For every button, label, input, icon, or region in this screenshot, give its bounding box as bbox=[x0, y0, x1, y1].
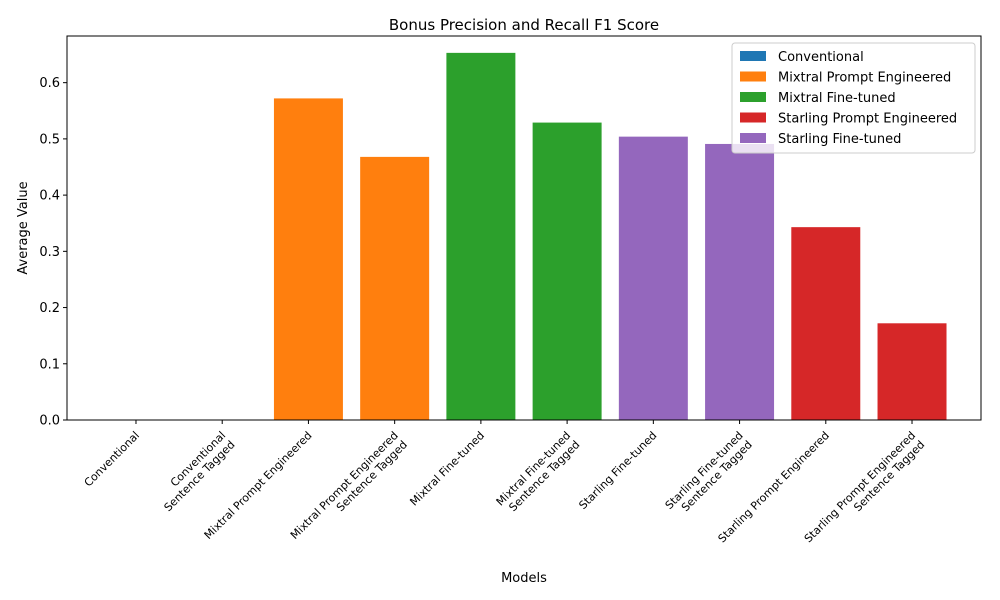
y-tick-label: 0.1 bbox=[39, 357, 60, 372]
legend-swatch bbox=[740, 112, 766, 123]
x-axis-label: Models bbox=[501, 571, 547, 586]
bar bbox=[273, 98, 343, 420]
x-tick-label: Mixtral Fine-tuned bbox=[407, 429, 487, 509]
y-tick-label: 0.0 bbox=[39, 414, 60, 429]
y-tick-label: 0.2 bbox=[39, 301, 60, 316]
legend-swatch bbox=[740, 133, 766, 143]
y-tick-label: 0.6 bbox=[39, 76, 60, 91]
x-tick-label: Starling Fine-tuned bbox=[576, 429, 659, 512]
bar bbox=[360, 156, 430, 420]
x-tick-label: Starling Fine-tunedSentence Tagged bbox=[663, 429, 755, 521]
x-tick-label: Mixtral Fine-tunedSentence Tagged bbox=[494, 429, 583, 518]
y-tick-label: 0.5 bbox=[39, 132, 60, 147]
bar bbox=[532, 122, 602, 420]
bar bbox=[791, 227, 861, 420]
legend-label: Mixtral Fine-tuned bbox=[778, 91, 896, 106]
x-tick-label: ConventionalSentence Tagged bbox=[152, 429, 237, 514]
y-axis-ticks: 0.0 0.1 0.2 0.3 0.4 0.5 0.6 bbox=[39, 76, 67, 429]
legend-label: Starling Prompt Engineered bbox=[778, 112, 957, 127]
x-tick-label: Mixtral Prompt EngineeredSentence Tagged bbox=[288, 429, 410, 551]
bar bbox=[877, 323, 947, 420]
legend-box bbox=[731, 42, 976, 154]
legend-label: Mixtral Prompt Engineered bbox=[778, 71, 951, 86]
legend: Conventional Mixtral Prompt Engineered Mix… bbox=[731, 42, 976, 154]
x-tick-label: Conventional bbox=[82, 429, 142, 489]
legend-swatch bbox=[740, 71, 766, 82]
bar bbox=[618, 136, 688, 420]
bar bbox=[705, 143, 775, 420]
bars-group bbox=[273, 52, 947, 421]
plot-frame bbox=[66, 35, 982, 421]
legend-label: Starling Fine-tuned bbox=[778, 132, 901, 147]
y-tick-label: 0.3 bbox=[39, 245, 60, 260]
y-axis-label: Average Value bbox=[16, 181, 31, 274]
x-axis-ticks: Conventional ConventionalSentence Tagged M… bbox=[82, 420, 927, 551]
legend-swatch bbox=[740, 51, 766, 61]
legend-swatch bbox=[740, 92, 766, 102]
y-tick-label: 0.4 bbox=[39, 189, 60, 204]
bar bbox=[446, 52, 516, 421]
chart-title: Bonus Precision and Recall F1 Score bbox=[389, 16, 659, 34]
legend-label: Conventional bbox=[778, 50, 864, 65]
